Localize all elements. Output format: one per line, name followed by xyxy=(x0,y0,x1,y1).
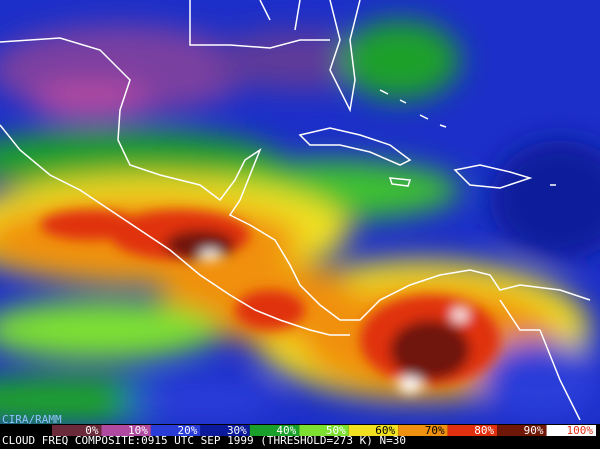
legend-swatch xyxy=(150,425,201,436)
coastlines xyxy=(0,0,591,421)
legend-swatch xyxy=(249,425,300,436)
legend-label: 10% xyxy=(128,424,148,437)
legend-swatch xyxy=(101,425,151,436)
legend-label: 100% xyxy=(567,424,594,437)
legend-swatch xyxy=(447,425,498,436)
legend: 0% 10% 20% 30% 40% 50% 60% 70% 80% 90% 100% xyxy=(52,424,596,437)
legend-label: 20% xyxy=(177,424,197,437)
legend-label: 60% xyxy=(375,424,395,437)
legend-swatch xyxy=(200,425,250,436)
legend-swatch xyxy=(299,425,349,436)
cloud-field xyxy=(0,0,600,424)
legend-label: 80% xyxy=(474,424,494,437)
credit-label: CIRA/RAMM xyxy=(2,413,62,426)
legend-label: 90% xyxy=(524,424,544,437)
caption: CLOUD FREQ COMPOSITE:0915 UTC SEP 1999 (… xyxy=(2,434,406,447)
legend-swatch xyxy=(398,425,448,436)
legend-swatch xyxy=(546,425,596,436)
legend-swatch xyxy=(52,425,102,436)
legend-swatch xyxy=(497,425,547,436)
legend-label: 70% xyxy=(425,424,445,437)
legend-label: 30% xyxy=(227,424,247,437)
legend-label: 50% xyxy=(326,424,346,437)
legend-label: 40% xyxy=(276,424,296,437)
legend-swatch xyxy=(348,425,399,436)
legend-label: 0% xyxy=(85,424,99,437)
